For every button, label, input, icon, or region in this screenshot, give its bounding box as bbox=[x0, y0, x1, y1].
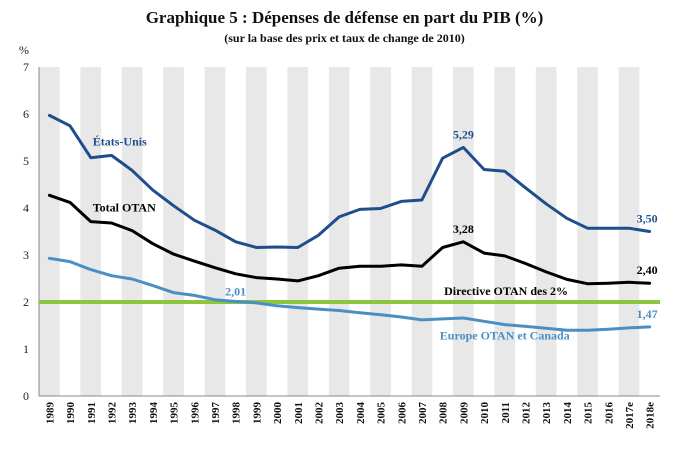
data-label-total-otan-2009: 3,28 bbox=[453, 222, 474, 236]
data-label-total-otan-2018e: 2,40 bbox=[637, 263, 658, 277]
series-line-total-otan bbox=[47, 193, 652, 286]
alternating-bands bbox=[39, 67, 640, 396]
data-label-etats-unis-2018e: 3,50 bbox=[637, 212, 658, 226]
x-tick-2014: 2014 bbox=[562, 402, 574, 425]
series-line-etats-unis bbox=[47, 113, 652, 249]
band-2005 bbox=[370, 67, 391, 396]
y-tick-1: 1 bbox=[23, 342, 29, 356]
series-label-total-otan: Total OTAN bbox=[93, 201, 156, 215]
x-tick-2015: 2015 bbox=[583, 402, 595, 425]
chart-subtitle: (sur la base des prix et taux de change … bbox=[224, 31, 465, 45]
band-2011 bbox=[494, 67, 516, 396]
y-tick-7: 7 bbox=[23, 60, 29, 74]
x-tick-1994: 1994 bbox=[148, 402, 160, 425]
data-label-etats-unis-2009: 5,29 bbox=[453, 127, 474, 141]
x-tick-2000: 2000 bbox=[272, 402, 284, 425]
x-tick-1992: 1992 bbox=[106, 402, 118, 425]
y-tick-5: 5 bbox=[23, 154, 29, 168]
band-2013 bbox=[535, 67, 557, 396]
x-tick-2002: 2002 bbox=[313, 402, 325, 425]
data-labels: États-Unis Total OTAN Europe OTAN et Canad… bbox=[93, 127, 658, 342]
x-tick-2011: 2011 bbox=[500, 402, 512, 423]
chart-title: Graphique 5 : Dépenses de défense en par… bbox=[145, 8, 544, 27]
band-1989 bbox=[39, 67, 60, 396]
x-tick-2005: 2005 bbox=[376, 402, 388, 425]
band-2007 bbox=[411, 67, 433, 396]
y-tick-6: 6 bbox=[23, 107, 29, 121]
x-tick-labels: 1989 1990 1991 1992 1993 1994 1995 1996 1997 1998… bbox=[44, 402, 656, 429]
band-2003 bbox=[328, 67, 350, 396]
x-tick-2018e: 2018e bbox=[645, 402, 657, 429]
x-tick-1990: 1990 bbox=[65, 402, 77, 425]
x-tick-2006: 2006 bbox=[396, 402, 408, 425]
x-tick-2012: 2012 bbox=[520, 402, 532, 425]
x-tick-1995: 1995 bbox=[169, 402, 181, 425]
x-tick-2010: 2010 bbox=[479, 402, 491, 425]
x-tick-1993: 1993 bbox=[127, 402, 139, 425]
data-label-europe-otan-et-canada-1998: 2,01 bbox=[225, 285, 246, 299]
x-tick-1999: 1999 bbox=[251, 402, 263, 425]
series-lines bbox=[47, 113, 652, 332]
series-line-europe-otan-et-canada bbox=[47, 256, 652, 332]
y-tick-3: 3 bbox=[23, 248, 29, 262]
band-1999 bbox=[246, 67, 267, 396]
x-tick-2004: 2004 bbox=[355, 402, 367, 425]
x-tick-1991: 1991 bbox=[86, 402, 98, 424]
x-tick-2008: 2008 bbox=[438, 402, 450, 425]
data-label-europe-otan-et-canada-2018e: 1,47 bbox=[637, 307, 658, 321]
reference-line-label: Directive OTAN des 2% bbox=[444, 284, 568, 298]
band-2015 bbox=[577, 67, 598, 396]
x-tick-1996: 1996 bbox=[189, 402, 201, 425]
x-tick-1998: 1998 bbox=[231, 402, 243, 425]
y-tick-0: 0 bbox=[23, 389, 29, 403]
x-tick-2017e: 2017e bbox=[624, 402, 636, 429]
x-tick-2003: 2003 bbox=[334, 402, 346, 425]
series-label-europe-otan-et-canada: Europe OTAN et Canada bbox=[440, 329, 570, 343]
x-tick-1989: 1989 bbox=[44, 402, 56, 425]
band-2001 bbox=[287, 67, 309, 396]
y-tick-4: 4 bbox=[23, 201, 29, 215]
y-axis-label: % bbox=[19, 43, 29, 57]
y-tick-2: 2 bbox=[23, 295, 29, 309]
band-2017e bbox=[618, 67, 640, 396]
band-1991 bbox=[80, 67, 102, 396]
x-tick-1997: 1997 bbox=[210, 402, 222, 425]
series-label-etats-unis: États-Unis bbox=[93, 135, 147, 149]
x-tick-2013: 2013 bbox=[541, 402, 553, 425]
x-tick-2001: 2001 bbox=[293, 402, 305, 424]
x-tick-2007: 2007 bbox=[417, 402, 429, 425]
x-tick-2009: 2009 bbox=[458, 402, 470, 425]
band-1995 bbox=[163, 67, 184, 396]
x-tick-2016: 2016 bbox=[603, 402, 615, 425]
y-tick-labels: 0 1 2 3 4 5 6 7 bbox=[23, 60, 29, 403]
